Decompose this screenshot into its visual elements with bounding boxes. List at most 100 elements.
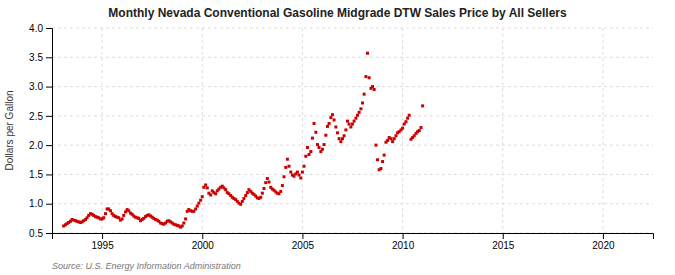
tick-mark xyxy=(603,233,604,239)
point xyxy=(361,101,364,104)
tick-mark xyxy=(46,57,52,58)
point xyxy=(262,187,265,190)
point xyxy=(284,166,287,169)
grid-line xyxy=(52,203,653,204)
point xyxy=(339,140,342,143)
tick-label: 1995 xyxy=(91,240,114,251)
point xyxy=(328,122,331,125)
tick-label: 2010 xyxy=(392,240,415,251)
point xyxy=(209,193,212,196)
tick: 2.0 xyxy=(29,140,52,151)
grid-line xyxy=(602,28,603,233)
point xyxy=(196,205,199,208)
point xyxy=(406,117,409,120)
point xyxy=(371,85,374,88)
tick-label: 2005 xyxy=(292,240,315,251)
point xyxy=(324,134,327,137)
annotation: Source: U.S. Energy Information Administ… xyxy=(52,261,241,271)
point xyxy=(401,127,404,130)
point xyxy=(204,183,207,186)
point xyxy=(287,165,290,168)
tick-label: 3.5 xyxy=(29,52,43,63)
point xyxy=(343,134,346,137)
point xyxy=(363,93,366,96)
point xyxy=(368,76,371,79)
point xyxy=(353,120,356,123)
point xyxy=(323,143,326,146)
tick-label: 2015 xyxy=(492,240,515,251)
point xyxy=(281,184,284,187)
point xyxy=(316,143,319,146)
point xyxy=(344,128,347,131)
point xyxy=(311,137,314,140)
tick: 1.5 xyxy=(29,169,52,180)
tick-mark xyxy=(46,174,52,175)
point xyxy=(224,188,227,191)
point xyxy=(326,125,329,128)
tick-mark xyxy=(46,233,52,234)
tick-label: 4.0 xyxy=(29,23,43,34)
tick-mark xyxy=(403,233,404,239)
points xyxy=(62,52,424,229)
tick-mark xyxy=(46,204,52,205)
point xyxy=(383,154,386,157)
y-axis-label: Dollars per Gallon xyxy=(4,90,15,170)
point xyxy=(304,155,307,158)
point xyxy=(373,88,376,91)
tick-label: 2.5 xyxy=(29,111,43,122)
point xyxy=(241,200,244,203)
point xyxy=(279,190,282,193)
point xyxy=(341,137,344,140)
tick-label: 1.5 xyxy=(29,169,43,180)
grid-line xyxy=(52,145,653,146)
point xyxy=(359,107,362,110)
point xyxy=(261,192,264,195)
point xyxy=(286,158,289,161)
point xyxy=(313,122,316,125)
tick-label: 1.0 xyxy=(29,198,43,209)
grid-line xyxy=(52,28,653,29)
chart: 1995 2000 2005 2010 2015 2020 0.5 1.0 1.5 2.0 2.5 3… xyxy=(0,0,675,275)
point xyxy=(184,217,187,220)
point xyxy=(308,153,311,156)
point xyxy=(242,197,245,200)
tick-label: 2000 xyxy=(192,240,215,251)
point xyxy=(420,126,423,129)
point xyxy=(346,120,349,123)
point xyxy=(391,140,394,143)
point xyxy=(289,171,292,174)
grid-line xyxy=(52,57,653,58)
tick: 1995 xyxy=(91,233,114,251)
tick: 3.5 xyxy=(29,52,52,63)
point xyxy=(201,195,204,198)
point xyxy=(239,203,242,206)
tick-mark xyxy=(302,233,303,239)
title: Monthly Nevada Conventional Gasoline Mid… xyxy=(108,6,567,20)
tick: 2005 xyxy=(292,233,315,251)
point xyxy=(389,137,392,140)
tick: 2020 xyxy=(592,233,615,251)
tick-mark xyxy=(202,233,203,239)
point xyxy=(358,111,361,114)
tick-label: 0.5 xyxy=(29,228,43,239)
point xyxy=(199,199,202,202)
point xyxy=(194,207,197,210)
point xyxy=(121,217,124,220)
point xyxy=(182,222,185,225)
point xyxy=(408,114,411,117)
point xyxy=(364,75,367,78)
point xyxy=(376,158,379,161)
tick-mark xyxy=(102,233,103,239)
tick-mark xyxy=(46,116,52,117)
point xyxy=(309,150,312,153)
axis-line xyxy=(46,29,53,234)
point xyxy=(329,116,332,119)
tick: 0.5 xyxy=(29,228,52,239)
point xyxy=(306,146,309,149)
point xyxy=(351,123,354,126)
point xyxy=(214,192,217,195)
point xyxy=(299,176,302,179)
point xyxy=(266,177,269,180)
point xyxy=(356,114,359,117)
point xyxy=(404,120,407,123)
